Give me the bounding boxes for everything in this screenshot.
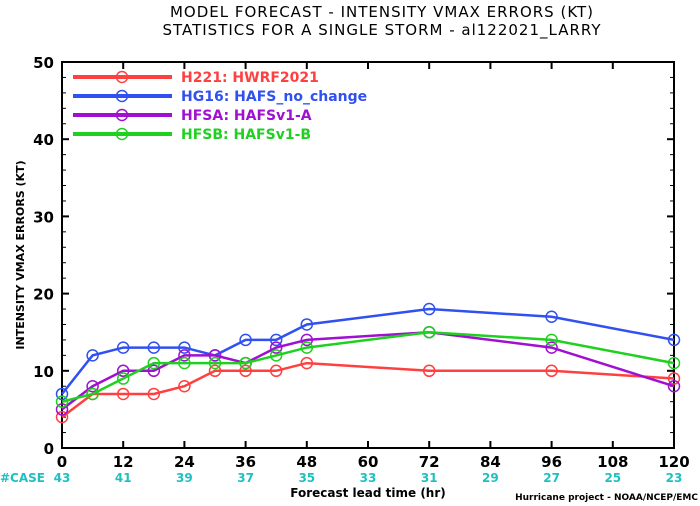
- series-point: [545, 364, 558, 378]
- series-point: [147, 387, 161, 401]
- x-tick-label: 120: [658, 453, 689, 471]
- y-tick-label: 10: [33, 363, 54, 381]
- series-point: [300, 356, 314, 370]
- x-tick-label: 0: [57, 453, 67, 471]
- series-point: [86, 349, 99, 362]
- series-point: [545, 341, 558, 354]
- series-point: [300, 318, 314, 331]
- series-point: [422, 364, 436, 378]
- y-tick-label: 0: [44, 440, 54, 458]
- case-count: 37: [237, 471, 254, 485]
- x-tick-label: 48: [296, 453, 317, 471]
- series-point: [178, 341, 191, 354]
- case-count: 27: [543, 471, 560, 485]
- series-point: [116, 364, 130, 378]
- series-point: [269, 364, 283, 378]
- x-tick-label: 24: [174, 453, 195, 471]
- legend-label: H221: HWRF2021: [181, 70, 319, 86]
- credit-text: Hurricane project - NOAA/NCEP/EMC: [515, 493, 698, 503]
- series-point: [208, 349, 222, 362]
- series-point: [667, 372, 681, 385]
- series-point: [147, 341, 161, 354]
- case-count: 31: [421, 471, 438, 485]
- x-axis-label: Forecast lead time (hr): [290, 486, 446, 500]
- legend-marker: [115, 89, 129, 103]
- case-count: 23: [666, 471, 683, 485]
- case-count: 29: [482, 471, 499, 485]
- y-tick-label: 50: [33, 54, 54, 72]
- case-count: 25: [604, 471, 621, 485]
- series-point: [545, 310, 558, 324]
- legend-label: HFSB: HAFSv1-B: [181, 127, 311, 143]
- x-tick-label: 96: [541, 453, 562, 471]
- x-tick-label: 12: [113, 453, 134, 471]
- case-count: 41: [115, 471, 132, 485]
- series-point: [86, 387, 99, 401]
- series-point: [422, 302, 436, 316]
- series-point: [55, 403, 69, 416]
- x-tick-label: 60: [358, 453, 379, 471]
- series-point: [116, 372, 130, 385]
- case-count: 35: [298, 471, 315, 485]
- series-point: [545, 333, 558, 347]
- series-point: [178, 379, 191, 393]
- legend-label: HFSA: HAFSv1-A: [181, 108, 312, 124]
- series-point: [208, 356, 222, 370]
- series-point: [86, 379, 99, 393]
- series-point: [55, 395, 69, 408]
- series-point: [55, 387, 69, 401]
- series-point: [116, 341, 130, 354]
- series-point: [269, 341, 283, 354]
- series-point: [147, 364, 161, 378]
- series-point: [269, 349, 283, 362]
- series-line-3: [61, 330, 675, 411]
- series-point: [300, 341, 314, 354]
- series-point: [422, 325, 436, 339]
- series-point: [667, 379, 681, 393]
- case-label: #CASE: [0, 471, 45, 485]
- series-point: [239, 356, 252, 370]
- y-tick-label: 20: [33, 286, 54, 304]
- legend-marker: [115, 70, 129, 84]
- series-point: [178, 356, 191, 370]
- series-point: [239, 333, 252, 347]
- series-point: [208, 364, 222, 378]
- series-point: [667, 356, 681, 370]
- series-point: [269, 333, 283, 347]
- y-axis-label: INTENSITY VMAX ERRORS (KT): [14, 160, 27, 349]
- series-point: [147, 356, 161, 370]
- x-tick-label: 36: [235, 453, 256, 471]
- legend-marker: [115, 127, 129, 141]
- case-count: 39: [176, 471, 193, 485]
- legend-marker: [115, 108, 129, 122]
- plot-frame: [61, 61, 675, 449]
- y-tick-label: 30: [33, 208, 54, 226]
- x-tick-label: 72: [419, 453, 440, 471]
- x-tick-label: 84: [480, 453, 501, 471]
- series-point: [55, 410, 69, 424]
- series-point: [116, 387, 130, 401]
- series-line-2: [61, 307, 675, 395]
- series-point: [300, 333, 314, 347]
- series-point: [667, 333, 681, 347]
- legend-label: HG16: HAFS_no_change: [181, 89, 367, 105]
- series-point: [178, 349, 191, 362]
- y-tick-label: 40: [33, 131, 54, 149]
- x-tick-label: 108: [597, 453, 628, 471]
- series-point: [239, 364, 252, 378]
- chart-title: MODEL FORECAST - INTENSITY VMAX ERRORS (…: [170, 3, 594, 21]
- case-count: 43: [54, 471, 71, 485]
- case-count: 33: [360, 471, 377, 485]
- chart-subtitle: STATISTICS FOR A SINGLE STORM - al122021…: [162, 21, 601, 40]
